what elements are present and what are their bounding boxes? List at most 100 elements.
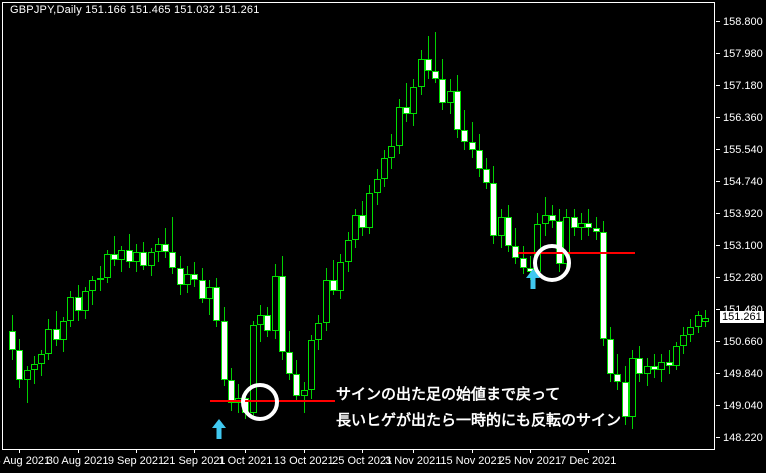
candle-body-bearish (140, 252, 147, 266)
candle-body-bearish (191, 273, 198, 280)
candle-body-bullish (104, 253, 111, 278)
current-price-label: 151.261 (720, 311, 764, 324)
date-tick-label: 18 Aug 2021 (0, 455, 51, 467)
price-tick-mark (716, 116, 720, 118)
candle-body-bullish (578, 222, 585, 229)
candle-wick (472, 122, 473, 158)
price-tick: 157.180 (716, 80, 766, 92)
candle-body-bullish (695, 314, 702, 327)
candle-body-bullish (323, 279, 330, 323)
price-tick: 148.220 (716, 432, 766, 444)
price-tick-mark (716, 341, 720, 343)
date-tick-label: 21 Sep 2021 (163, 455, 226, 467)
date-tick-label: 13 Oct 2021 (273, 455, 334, 467)
price-tick-mark (716, 212, 720, 214)
price-tick-mark (716, 84, 720, 86)
price-tick: 158.800 (716, 16, 766, 28)
price-axis[interactable]: 158.800 157.980 157.180 156.360 155.540 154.7… (716, 2, 766, 450)
candle-body-bullish (366, 193, 373, 229)
price-tick-mark (716, 437, 720, 438)
candle-wick (165, 228, 166, 258)
candle-body-bullish (148, 252, 155, 266)
price-tick-mark (716, 21, 720, 22)
candle-body-bullish (301, 389, 308, 396)
date-tick-label: 25 Oct 2021 (332, 455, 393, 467)
candle-body-bearish (403, 106, 410, 115)
candle-body-bearish (286, 352, 293, 374)
price-tick-label: 150.660 (723, 336, 763, 349)
price-tick: 153.100 (716, 240, 766, 252)
price-tick: 153.920 (716, 208, 766, 220)
candle-body-bearish (162, 244, 169, 252)
date-tick-label: 30 Aug 2021 (46, 455, 109, 467)
candle-body-bullish (257, 314, 264, 325)
date-tick-mark (194, 449, 196, 453)
date-tick-label: 3 Nov 2021 (385, 455, 442, 467)
candle-wick (435, 31, 436, 83)
candlestick-series (3, 3, 714, 449)
candle-body-bearish (483, 169, 490, 184)
candle-body-bearish (490, 183, 497, 237)
date-tick-label: 15 Nov 2021 (440, 455, 503, 467)
candle-body-bearish (651, 366, 658, 370)
plot-area[interactable] (2, 2, 715, 450)
candle-body-bearish (636, 358, 643, 374)
candle-body-bearish (177, 267, 184, 286)
candle-body-bullish (381, 157, 388, 180)
candle-body-bearish (600, 232, 607, 339)
candle-body-bearish (228, 379, 235, 404)
candle-body-bearish (520, 257, 527, 268)
price-tick-label: 158.800 (723, 16, 763, 28)
candle-body-bullish (410, 86, 417, 115)
candle-wick (304, 381, 305, 414)
candle-body-bearish (213, 287, 220, 321)
candle-body-bullish (702, 318, 709, 323)
candle-body-bullish (680, 334, 687, 347)
candle-body-bullish (31, 364, 38, 370)
candle-body-bearish (593, 228, 600, 233)
date-tick-mark (413, 449, 415, 453)
candle-body-bullish (644, 366, 651, 374)
price-tick-label: 148.220 (723, 432, 763, 444)
date-tick-mark (471, 449, 473, 453)
date-tick-mark (19, 449, 21, 453)
candle-body-bullish (447, 90, 454, 103)
candle-body-bullish (60, 320, 67, 341)
candle-wick (617, 354, 618, 390)
price-tick-mark (716, 404, 720, 406)
candle-body-bullish (658, 362, 665, 370)
signal-highlight-circle (533, 244, 571, 282)
candle-body-bullish (337, 261, 344, 292)
candle-body-bullish (272, 275, 279, 331)
candle-body-bullish (345, 240, 352, 262)
signal-highlight-circle (241, 383, 279, 421)
date-tick-label: 9 Sep 2021 (107, 455, 165, 467)
price-tick: 149.040 (716, 400, 766, 412)
candle-body-bullish (687, 326, 694, 335)
annotation-line-1: サインの出た足の始値まで戻って (336, 385, 561, 403)
candle-body-bearish (622, 381, 629, 418)
date-tick-mark (245, 449, 247, 453)
price-tick-mark (716, 149, 720, 151)
candle-body-bearish (16, 350, 23, 380)
date-tick-mark (529, 449, 531, 453)
price-tick-mark (716, 308, 720, 310)
candle-body-bullish (388, 145, 395, 158)
price-tick: 150.660 (716, 336, 766, 348)
price-tick-label: 157.180 (723, 79, 763, 92)
date-tick-mark (77, 449, 79, 453)
candle-body-bullish (352, 214, 359, 241)
candle-body-bullish (97, 277, 104, 280)
candle-body-bullish (308, 340, 315, 390)
buy-signal-arrow-icon (525, 268, 541, 295)
buy-signal-arrow-icon (211, 418, 227, 445)
signal-price-line (518, 252, 635, 254)
candle-body-bearish (9, 330, 16, 351)
candle-body-bullish (315, 322, 322, 341)
candle-body-bearish (505, 216, 512, 247)
price-tick-label: 157.980 (723, 48, 763, 61)
candle-body-bullish (206, 287, 213, 300)
price-tick-label: 156.360 (723, 111, 763, 124)
